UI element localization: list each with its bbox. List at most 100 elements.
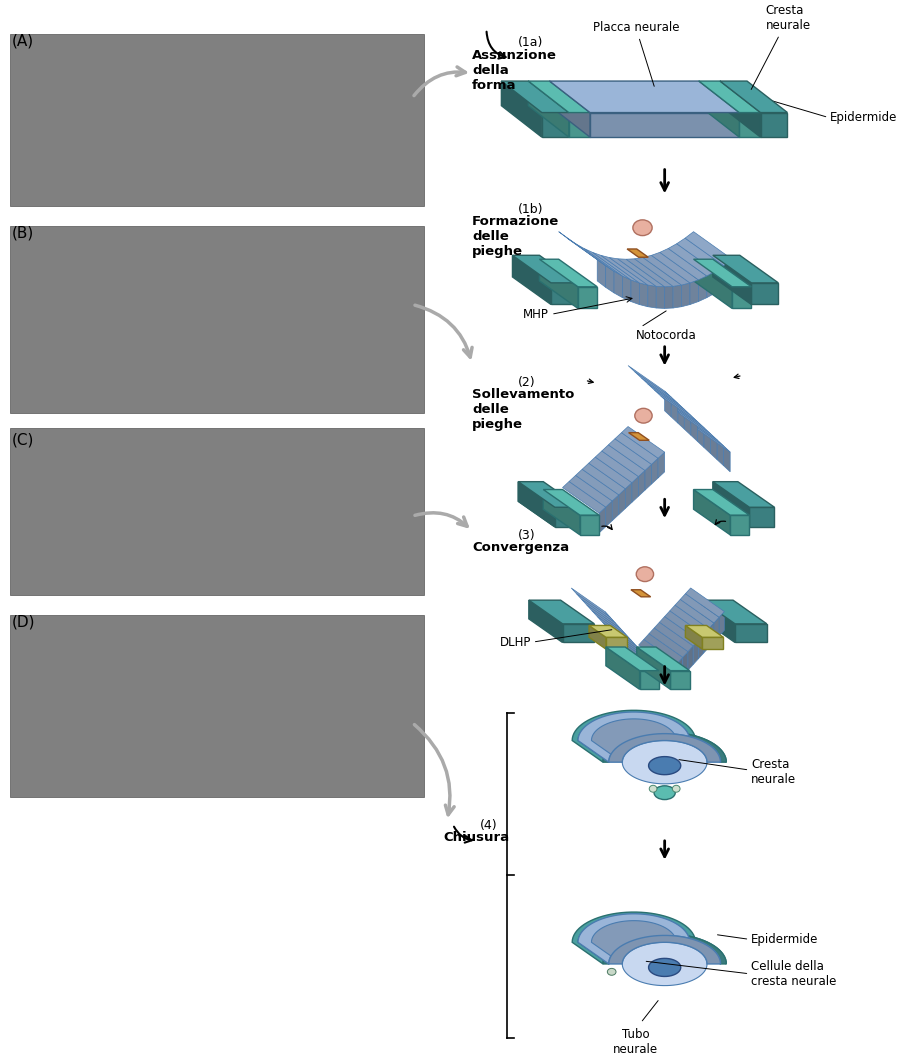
Polygon shape bbox=[622, 942, 707, 985]
Polygon shape bbox=[619, 489, 625, 514]
Text: (B): (B) bbox=[12, 225, 34, 240]
Text: (D): (D) bbox=[12, 614, 35, 629]
Polygon shape bbox=[529, 601, 594, 624]
Polygon shape bbox=[592, 719, 707, 762]
Polygon shape bbox=[575, 243, 622, 276]
Text: Assunzione
della
forma: Assunzione della forma bbox=[472, 49, 557, 91]
Polygon shape bbox=[606, 647, 640, 689]
Polygon shape bbox=[678, 657, 683, 681]
Polygon shape bbox=[539, 259, 578, 308]
Polygon shape bbox=[589, 625, 627, 638]
Polygon shape bbox=[597, 617, 636, 646]
Text: (A): (A) bbox=[12, 34, 34, 49]
Polygon shape bbox=[597, 259, 605, 287]
Polygon shape bbox=[627, 249, 649, 257]
Polygon shape bbox=[578, 915, 720, 964]
Polygon shape bbox=[559, 232, 605, 266]
Polygon shape bbox=[614, 271, 622, 298]
Polygon shape bbox=[713, 255, 751, 304]
Polygon shape bbox=[563, 482, 606, 513]
Polygon shape bbox=[578, 713, 720, 762]
Ellipse shape bbox=[650, 786, 657, 792]
Polygon shape bbox=[584, 249, 631, 280]
Polygon shape bbox=[749, 507, 775, 527]
Polygon shape bbox=[665, 391, 671, 417]
Polygon shape bbox=[634, 372, 678, 403]
Polygon shape bbox=[671, 398, 678, 423]
Polygon shape bbox=[589, 457, 631, 489]
Polygon shape bbox=[673, 285, 681, 308]
Text: (1b): (1b) bbox=[518, 203, 544, 216]
Polygon shape bbox=[578, 287, 597, 308]
Polygon shape bbox=[649, 628, 688, 657]
Polygon shape bbox=[702, 638, 723, 649]
Polygon shape bbox=[518, 482, 580, 507]
Ellipse shape bbox=[678, 948, 687, 956]
Polygon shape bbox=[651, 252, 699, 283]
Polygon shape bbox=[501, 81, 542, 137]
Polygon shape bbox=[569, 113, 590, 137]
Polygon shape bbox=[622, 426, 665, 458]
Polygon shape bbox=[672, 663, 678, 688]
Polygon shape bbox=[693, 640, 699, 664]
Polygon shape bbox=[699, 635, 704, 659]
Bar bbox=[10, 34, 424, 206]
Text: Epidermide: Epidermide bbox=[830, 111, 898, 124]
Polygon shape bbox=[590, 113, 739, 137]
Polygon shape bbox=[578, 712, 720, 762]
FancyArrowPatch shape bbox=[454, 827, 472, 843]
Polygon shape bbox=[631, 590, 651, 596]
Polygon shape bbox=[631, 280, 640, 305]
Polygon shape bbox=[668, 402, 710, 434]
Polygon shape bbox=[680, 415, 724, 446]
Polygon shape bbox=[640, 671, 659, 689]
Polygon shape bbox=[626, 635, 631, 659]
Polygon shape bbox=[609, 257, 656, 286]
Polygon shape bbox=[685, 625, 702, 649]
Bar bbox=[10, 614, 424, 796]
Polygon shape bbox=[575, 469, 619, 501]
Polygon shape bbox=[713, 255, 778, 283]
Text: MHP: MHP bbox=[523, 308, 549, 321]
Polygon shape bbox=[592, 921, 707, 964]
Polygon shape bbox=[615, 433, 658, 465]
Ellipse shape bbox=[607, 968, 616, 975]
Polygon shape bbox=[602, 444, 645, 476]
Polygon shape bbox=[719, 611, 725, 636]
Polygon shape bbox=[691, 416, 698, 441]
Polygon shape bbox=[651, 458, 658, 484]
Polygon shape bbox=[573, 912, 727, 964]
Polygon shape bbox=[660, 249, 707, 280]
Polygon shape bbox=[732, 287, 751, 308]
Text: (1a): (1a) bbox=[518, 36, 544, 49]
Polygon shape bbox=[720, 81, 787, 113]
Polygon shape bbox=[513, 255, 578, 283]
Polygon shape bbox=[647, 657, 651, 681]
Polygon shape bbox=[599, 507, 606, 533]
Polygon shape bbox=[760, 113, 787, 137]
Polygon shape bbox=[701, 601, 766, 624]
Bar bbox=[10, 225, 424, 412]
FancyArrowPatch shape bbox=[487, 32, 506, 58]
Polygon shape bbox=[685, 232, 732, 266]
Polygon shape bbox=[701, 601, 735, 642]
FancyArrowPatch shape bbox=[414, 67, 466, 96]
Text: (4): (4) bbox=[479, 820, 497, 832]
Polygon shape bbox=[739, 113, 760, 137]
Polygon shape bbox=[528, 81, 590, 113]
Polygon shape bbox=[551, 283, 578, 304]
Polygon shape bbox=[518, 482, 554, 527]
Polygon shape bbox=[622, 276, 631, 302]
Polygon shape bbox=[644, 634, 683, 663]
Polygon shape bbox=[654, 622, 693, 652]
Text: Cresta
neurale: Cresta neurale bbox=[751, 758, 796, 786]
Polygon shape bbox=[637, 647, 689, 671]
Polygon shape bbox=[606, 638, 627, 649]
Polygon shape bbox=[694, 259, 751, 287]
FancyArrowPatch shape bbox=[415, 305, 472, 357]
Polygon shape bbox=[550, 81, 590, 137]
Polygon shape bbox=[720, 81, 760, 137]
Polygon shape bbox=[698, 422, 704, 448]
Polygon shape bbox=[609, 935, 720, 964]
Polygon shape bbox=[690, 280, 699, 305]
